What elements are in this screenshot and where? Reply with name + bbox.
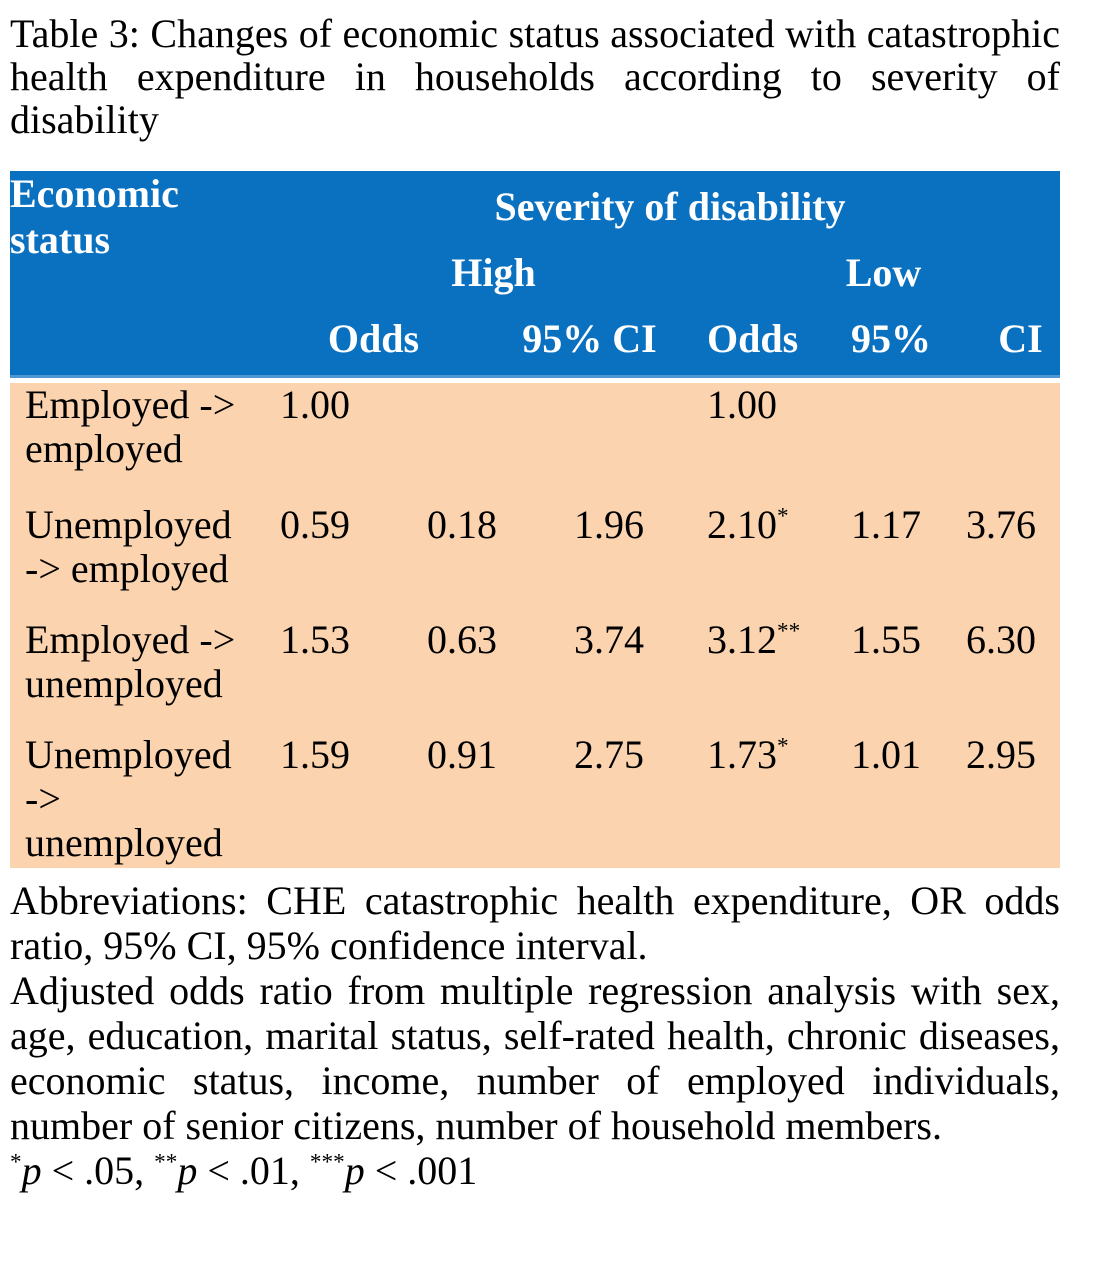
cell: 0.91 — [427, 733, 574, 868]
cell: 1.96 — [574, 503, 707, 618]
header-economic-status: Economic status — [10, 171, 280, 378]
row-label: Unemployed -> employed — [10, 503, 280, 618]
footnotes: Abbreviations: CHE catastrophic health e… — [10, 878, 1060, 1193]
table-header: Economic status Severity of disability H… — [10, 171, 1060, 378]
cell: 6.30 — [966, 618, 1060, 733]
cell: 1.00 — [280, 378, 427, 503]
header-row-subgroup: High Low — [10, 243, 1060, 303]
sig-segment: *p < .05, — [10, 1148, 155, 1193]
cell — [574, 378, 707, 503]
row-label: Unemployed -> unemployed — [10, 733, 280, 868]
cell: 1.73* — [707, 733, 851, 868]
sig-segment: ***p < .001 — [309, 1148, 478, 1193]
cell: 1.53 — [280, 618, 427, 733]
cell: 3.74 — [574, 618, 707, 733]
table-body: Employed -> employed 1.00 1.00 Unemploye… — [10, 378, 1060, 868]
header-odds-high: Odds — [280, 303, 427, 378]
header-low: Low — [707, 243, 1060, 303]
page: Table 3: Changes of economic status asso… — [10, 0, 1060, 1193]
cell — [966, 378, 1060, 503]
cell — [851, 378, 966, 503]
cell: 0.59 — [280, 503, 427, 618]
cell: 1.00 — [707, 378, 851, 503]
header-odds-low: Odds — [707, 303, 851, 378]
cell: 2.95 — [966, 733, 1060, 868]
note-abbreviations: Abbreviations: CHE catastrophic health e… — [10, 878, 1060, 968]
table-row: Employed -> unemployed 1.53 0.63 3.74 3.… — [10, 618, 1060, 733]
cell: 1.01 — [851, 733, 966, 868]
cell: 3.76 — [966, 503, 1060, 618]
cell: 1.59 — [280, 733, 427, 868]
cell: 2.10* — [707, 503, 851, 618]
row-label: Employed -> unemployed — [10, 618, 280, 733]
header-severity-of-disability: Severity of disability — [280, 171, 1060, 243]
table-caption: Table 3: Changes of economic status asso… — [10, 11, 1060, 142]
table-row: Unemployed -> unemployed 1.59 0.91 2.75 … — [10, 733, 1060, 868]
header-row-columns: Odds 95% CI Odds 95% CI — [10, 303, 1060, 378]
header-ci-low: CI — [966, 303, 1060, 378]
header-high: High — [280, 243, 707, 303]
note-adjusted-or: Adjusted odds ratio from multiple regres… — [10, 968, 1060, 1148]
header-95ci-high: 95% CI — [427, 303, 707, 378]
note-significance: *p < .05, **p < .01, ***p < .001 — [10, 1148, 1060, 1193]
row-label: Employed -> employed — [10, 378, 280, 503]
cell: 3.12** — [707, 618, 851, 733]
sig-segment: **p < .01, — [154, 1148, 310, 1193]
cell: 0.63 — [427, 618, 574, 733]
results-table: Economic status Severity of disability H… — [10, 171, 1060, 868]
table-row: Unemployed -> employed 0.59 0.18 1.96 2.… — [10, 503, 1060, 618]
cell: 1.17 — [851, 503, 966, 618]
header-95pct-low: 95% — [851, 303, 966, 378]
cell: 1.55 — [851, 618, 966, 733]
header-row-group: Economic status Severity of disability — [10, 171, 1060, 378]
cell: 2.75 — [574, 733, 707, 868]
cell: 0.18 — [427, 503, 574, 618]
cell — [427, 378, 574, 503]
table-row: Employed -> employed 1.00 1.00 — [10, 378, 1060, 503]
